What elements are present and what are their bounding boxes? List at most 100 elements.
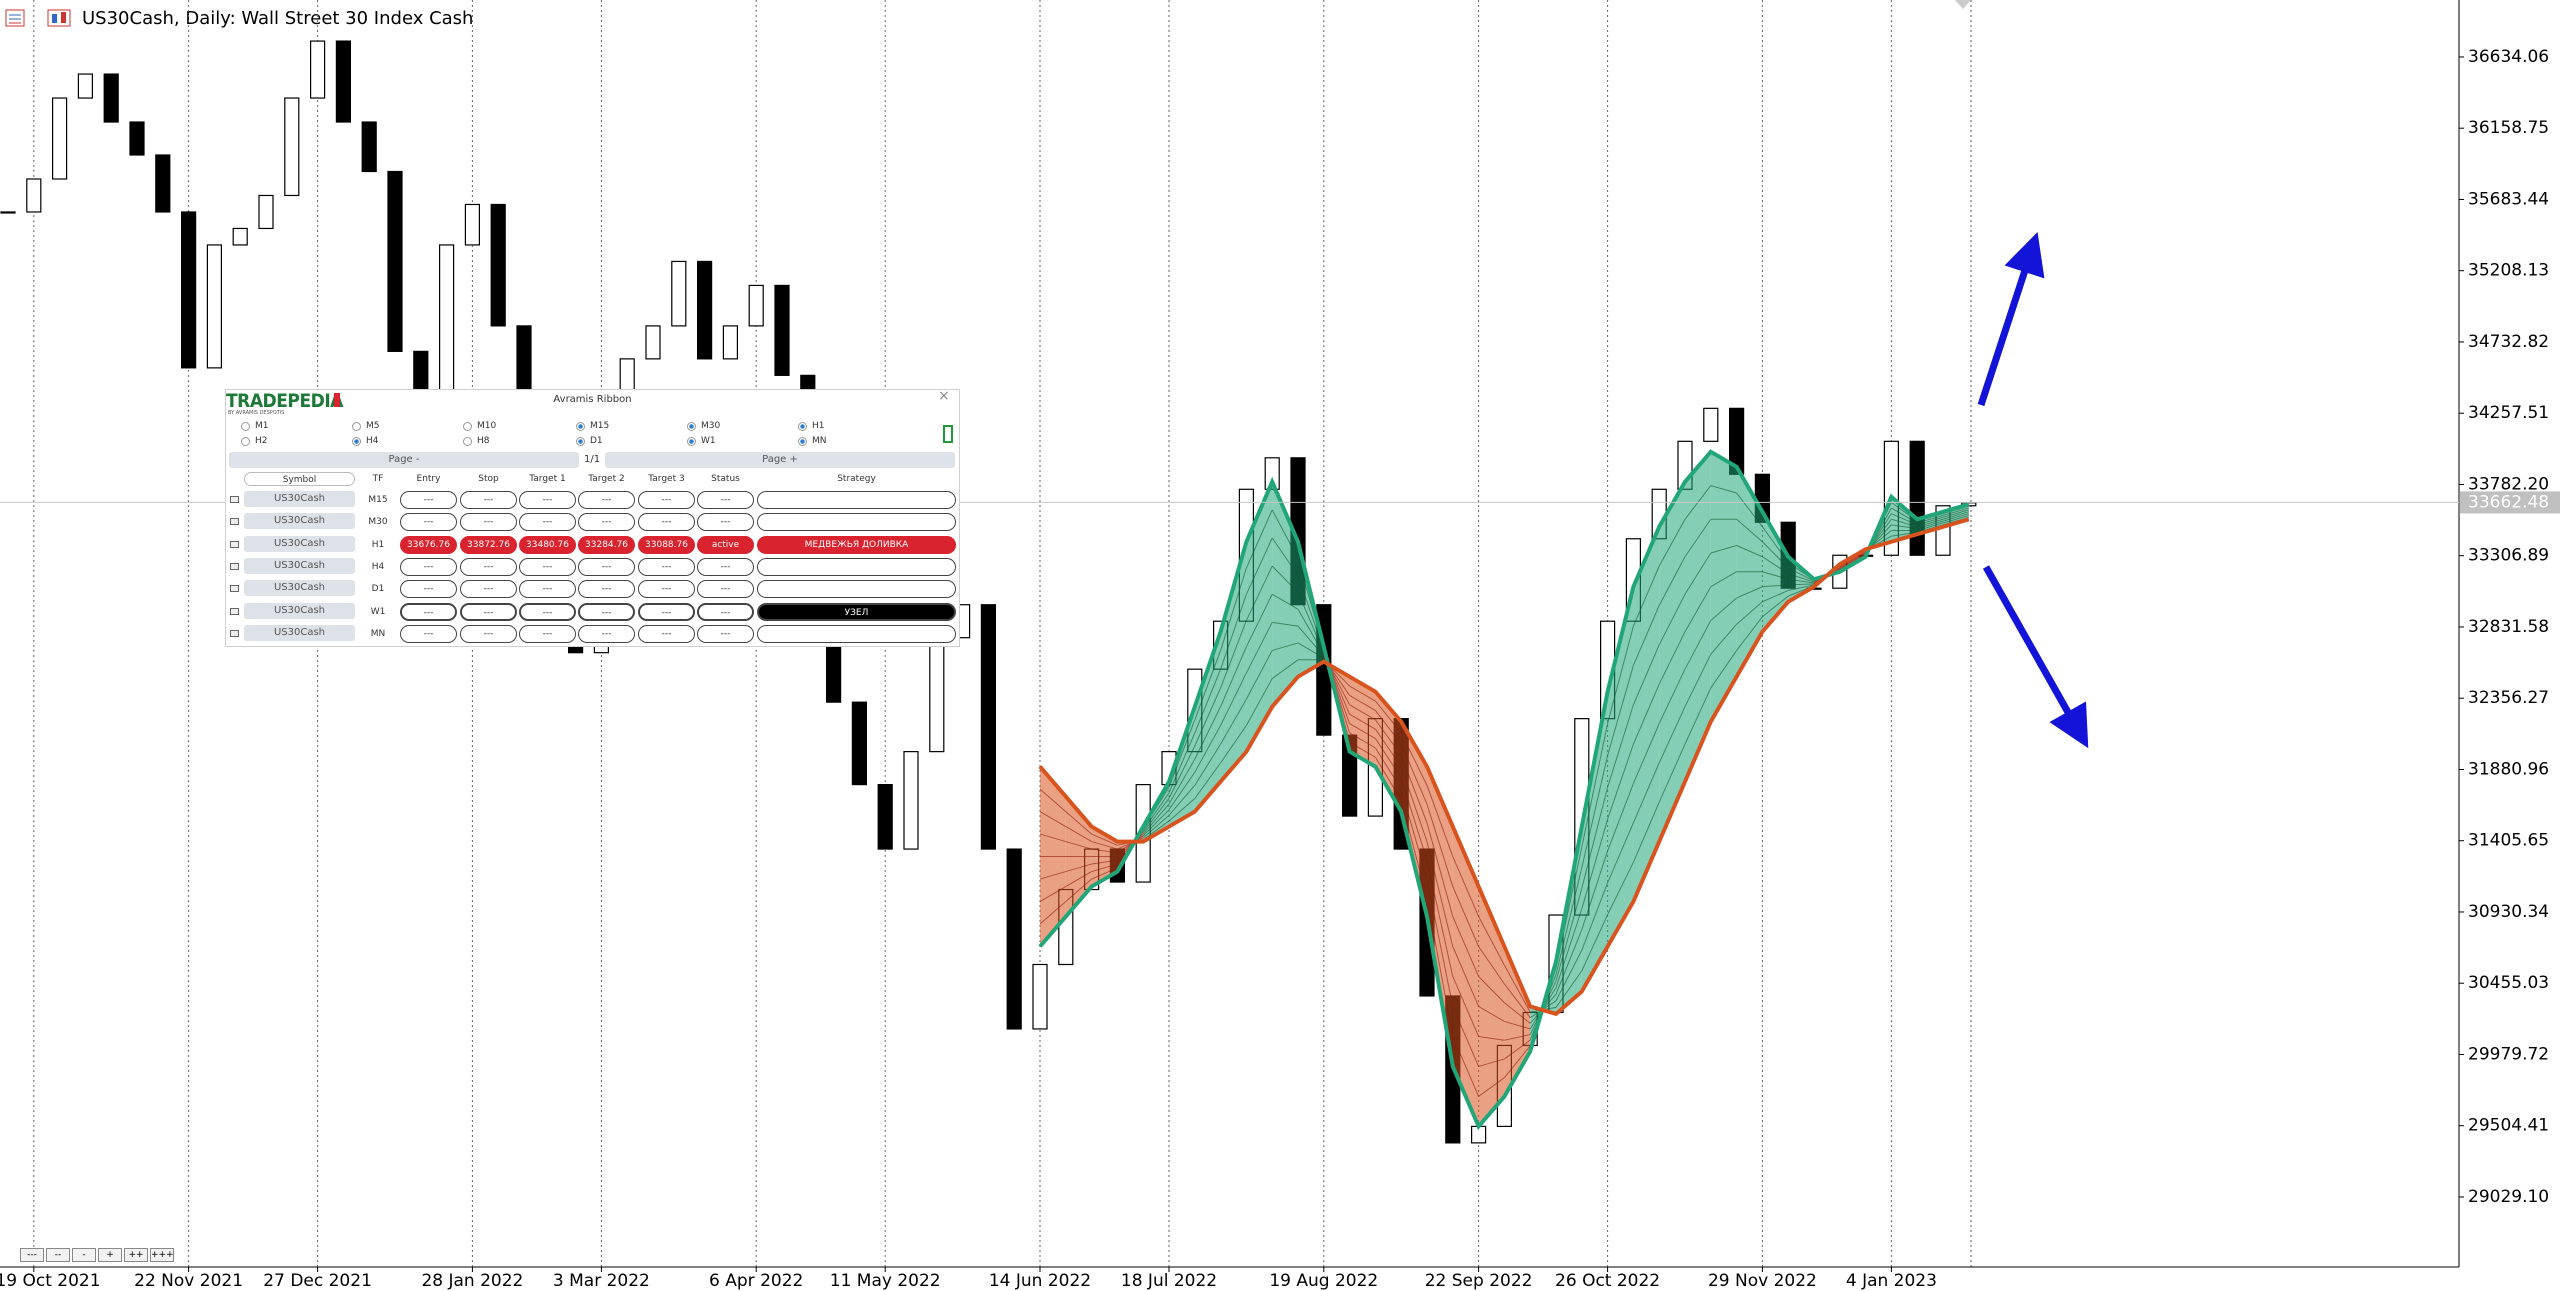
chart-icon[interactable] — [47, 9, 71, 27]
tf-cell: H4 — [371, 561, 385, 572]
zoom-button[interactable]: -- — [46, 1248, 70, 1262]
row-icon[interactable] — [230, 496, 239, 503]
ribbon-stripe — [1891, 524, 1918, 530]
page-prev[interactable]: Page - — [229, 452, 579, 468]
ribbon-stripe — [1374, 747, 1402, 790]
ribbon-band — [1375, 691, 1402, 812]
radio[interactable] — [798, 437, 807, 446]
value-cell: --- — [519, 580, 576, 599]
ribbon-stripe — [1272, 642, 1299, 651]
value-cell: --- — [460, 513, 517, 532]
ribbon-stripe — [1632, 762, 1660, 824]
y-tick-label: 36634.06 — [2468, 47, 2549, 67]
radio[interactable] — [241, 437, 250, 446]
zoom-button[interactable]: + — [98, 1248, 122, 1262]
x-tick-label: 19 Aug 2022 — [1269, 1271, 1378, 1291]
candle — [387, 170, 403, 352]
page-info: 1/1 — [584, 454, 601, 465]
ribbon-stripe — [1942, 513, 1969, 522]
column-header: Target 3 — [648, 474, 685, 484]
value-cell: --- — [460, 557, 517, 576]
ribbon-band — [1581, 691, 1608, 992]
ribbon-stripe — [1891, 531, 1918, 537]
ribbon-stripe — [1607, 861, 1634, 915]
ribbon-stripe — [1504, 1020, 1531, 1030]
ribbon-stripe — [1503, 964, 1531, 1013]
candle — [206, 244, 222, 369]
value-cell: --- — [578, 624, 635, 643]
ribbon-stripe — [1349, 741, 1376, 758]
row-icon[interactable] — [230, 629, 239, 637]
ribbon-stripe — [1039, 811, 1067, 828]
symbol-cell: US30Cash — [244, 557, 355, 574]
radio[interactable] — [352, 422, 361, 431]
ribbon-stripe — [1426, 841, 1454, 947]
ribbon-stripe — [1710, 545, 1737, 554]
tf-cell: MN — [370, 628, 386, 639]
radio-label: W1 — [701, 436, 716, 446]
ribbon-stripe — [1684, 653, 1712, 707]
menu-icon[interactable] — [5, 9, 25, 27]
radio[interactable] — [687, 437, 696, 446]
zoom-button[interactable]: - — [72, 1248, 96, 1262]
row-icon[interactable] — [230, 518, 239, 526]
value-cell: --- — [578, 557, 635, 576]
ribbon-stripe — [1891, 507, 1918, 524]
logo: TRADEPEDIA — [226, 390, 343, 412]
radio[interactable] — [463, 437, 472, 446]
candle — [877, 784, 893, 850]
ribbon-stripe — [1788, 584, 1815, 591]
page-next[interactable]: Page + — [605, 452, 955, 468]
radio-label: M10 — [477, 421, 497, 431]
radio[interactable] — [798, 422, 807, 431]
candle — [1703, 407, 1719, 442]
candle — [155, 154, 171, 213]
zoom-button[interactable]: +++ — [150, 1248, 174, 1262]
ribbon-stripe — [1452, 1006, 1480, 1067]
radio-label: M15 — [590, 421, 610, 431]
value-cell: --- — [697, 624, 754, 643]
ribbon-stripe — [1555, 888, 1583, 982]
chart-title: US30Cash, Daily: Wall Street 30 Index Ca… — [82, 8, 473, 29]
icon-bar — [52, 14, 57, 23]
radio[interactable] — [687, 422, 696, 431]
value-cell: --- — [638, 513, 695, 532]
value-cell: --- — [400, 602, 457, 621]
ribbon-stripe — [1245, 565, 1273, 621]
row-icon[interactable] — [230, 607, 239, 615]
row-icon[interactable] — [230, 585, 239, 593]
value-cell: 33480.76 — [519, 535, 576, 554]
strategy-cell — [757, 580, 956, 599]
ribbon-stripe — [1478, 916, 1505, 966]
arrow-down — [1982, 565, 2089, 749]
value-cell: --- — [638, 491, 695, 509]
y-tick-label: 34732.82 — [2468, 332, 2549, 352]
radio[interactable] — [463, 422, 472, 431]
ribbon-stripe — [1710, 485, 1737, 494]
zoom-button[interactable]: --- — [20, 1248, 44, 1262]
column-header: Strategy — [837, 474, 876, 484]
ribbon-stripe — [1168, 719, 1196, 788]
radio[interactable] — [241, 422, 250, 431]
radio[interactable] — [352, 437, 361, 446]
x-tick-label: 27 Dec 2021 — [263, 1271, 372, 1291]
candle — [310, 40, 326, 99]
ribbon-stripe — [1374, 728, 1402, 767]
logo-flag — [334, 393, 340, 407]
close-button[interactable]: × — [938, 388, 950, 404]
chart-shift-marker[interactable] — [1955, 0, 1971, 9]
ribbon-stripe — [1891, 518, 1918, 528]
row-icon[interactable] — [230, 540, 239, 548]
radio[interactable] — [576, 422, 585, 431]
ribbon-stripe — [1452, 946, 1480, 1007]
ribbon-stripe — [1684, 620, 1712, 670]
ribbon-stripe — [1426, 897, 1454, 1037]
column-header: Entry — [416, 474, 441, 484]
value-cell: 33676.76 — [400, 535, 457, 554]
radio[interactable] — [576, 437, 585, 446]
zoom-button[interactable]: ++ — [124, 1248, 148, 1262]
ribbon-stripe — [1942, 515, 1969, 524]
candle — [929, 637, 945, 753]
ribbon-stripe — [1065, 863, 1092, 873]
row-icon[interactable] — [230, 562, 239, 570]
